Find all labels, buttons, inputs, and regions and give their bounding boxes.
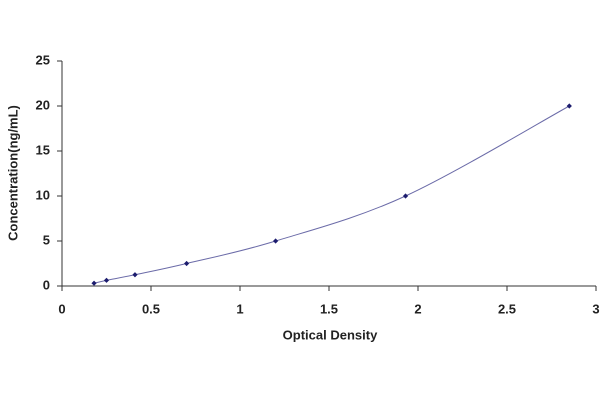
x-tick-label: 1 xyxy=(236,301,243,316)
point xyxy=(132,272,138,278)
y-tick-label: 15 xyxy=(36,142,50,157)
x-tick-label: 1.5 xyxy=(320,301,338,316)
point xyxy=(184,260,190,267)
y-tick-label: 10 xyxy=(36,187,50,202)
x-axis-label: Optical Density xyxy=(283,327,378,342)
y-tick-label: 25 xyxy=(36,52,50,67)
point xyxy=(566,103,572,109)
x-tick-label: 3 xyxy=(592,301,599,316)
point xyxy=(91,280,97,286)
y-tick-label: 5 xyxy=(43,232,50,247)
x-tick-label: 0.5 xyxy=(142,301,160,316)
fit-curve xyxy=(93,105,570,284)
x-tick-label: 2 xyxy=(414,301,421,316)
point xyxy=(273,238,279,244)
y-tick-label: 0 xyxy=(43,277,50,292)
x-tick-label: 0 xyxy=(58,301,65,316)
point xyxy=(402,193,409,199)
x-tick-label: 2.5 xyxy=(498,301,516,316)
point xyxy=(103,277,110,283)
y-tick-label: 20 xyxy=(36,97,50,112)
y-axis-label: Concentration(ng/mL) xyxy=(5,105,20,241)
